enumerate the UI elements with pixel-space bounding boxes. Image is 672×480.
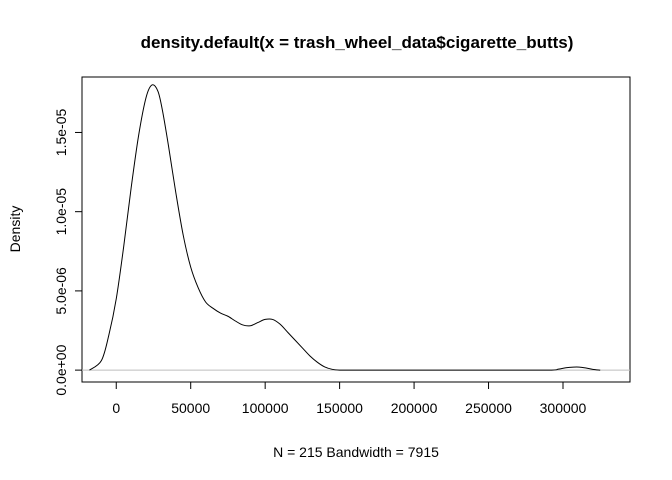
density-curve (89, 84, 601, 371)
x-tick-label: 300000 (540, 400, 587, 416)
x-axis: 0 50000 100000 150000 200000 250000 300000 (112, 381, 587, 416)
y-axis-label: Density (7, 206, 23, 253)
chart-title: density.default(x = trash_wheel_data$cig… (141, 33, 574, 52)
y-tick-label: 1.0e-05 (53, 188, 69, 236)
x-tick-label: 150000 (316, 400, 363, 416)
x-tick-label: 250000 (465, 400, 512, 416)
x-tick-label: 50000 (171, 400, 210, 416)
x-tick-label: 0 (112, 400, 120, 416)
y-tick-label: 0.0e+00 (53, 344, 69, 395)
x-axis-label: N = 215 Bandwidth = 7915 (273, 444, 439, 460)
x-tick-label: 100000 (242, 400, 289, 416)
y-tick-label: 5.0e-06 (53, 267, 69, 315)
y-tick-label: 1.5e-05 (53, 109, 69, 157)
x-tick-label: 200000 (391, 400, 438, 416)
y-axis: 0.0e+00 5.0e-06 1.0e-05 1.5e-05 (53, 109, 83, 396)
